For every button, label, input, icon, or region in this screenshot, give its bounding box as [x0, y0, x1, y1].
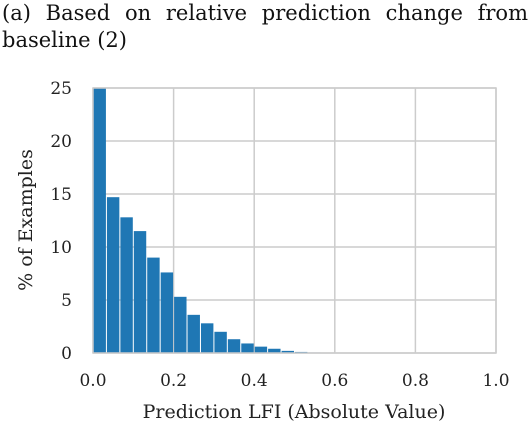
y-tick-label: 0 [61, 344, 72, 364]
histogram-bar [133, 231, 147, 353]
histogram-bar [120, 217, 133, 353]
y-tick-label: 20 [50, 132, 72, 152]
y-axis-label: % of Examples [15, 149, 37, 291]
y-tick-label: 5 [61, 291, 72, 311]
bar-series [93, 88, 362, 354]
histogram-bar [268, 348, 281, 353]
histogram-bar [93, 88, 106, 353]
histogram-bar [254, 346, 268, 353]
y-tick-label: 10 [50, 238, 72, 258]
plot-frame [92, 87, 497, 354]
histogram-bar [160, 272, 174, 353]
histogram-bar [214, 331, 227, 353]
x-axis-label: Prediction LFI (Absolute Value) [143, 401, 446, 423]
figure-caption: (a) Based on relative prediction change … [2, 1, 528, 52]
histogram-bar [174, 296, 187, 353]
histogram-bar [147, 257, 160, 353]
x-tick-label: 0.6 [321, 371, 348, 391]
histogram-bar [281, 350, 294, 353]
x-tick-label: 0.8 [402, 371, 429, 391]
tick-labels: 0.0 0.2 0.4 0.6 0.8 1.0 0 5 10 15 20 25 [50, 79, 509, 391]
histogram-bar [106, 197, 120, 353]
y-tick-label: 25 [50, 79, 72, 99]
x-tick-label: 1.0 [482, 371, 509, 391]
x-tick-label: 0.0 [79, 371, 106, 391]
y-tick-label: 15 [50, 185, 72, 205]
histogram-bar [241, 343, 254, 353]
histogram-bar [187, 314, 200, 353]
x-tick-label: 0.4 [241, 371, 268, 391]
histogram-bar [227, 339, 241, 353]
x-tick-label: 0.2 [160, 371, 187, 391]
histogram-bar [200, 323, 214, 353]
